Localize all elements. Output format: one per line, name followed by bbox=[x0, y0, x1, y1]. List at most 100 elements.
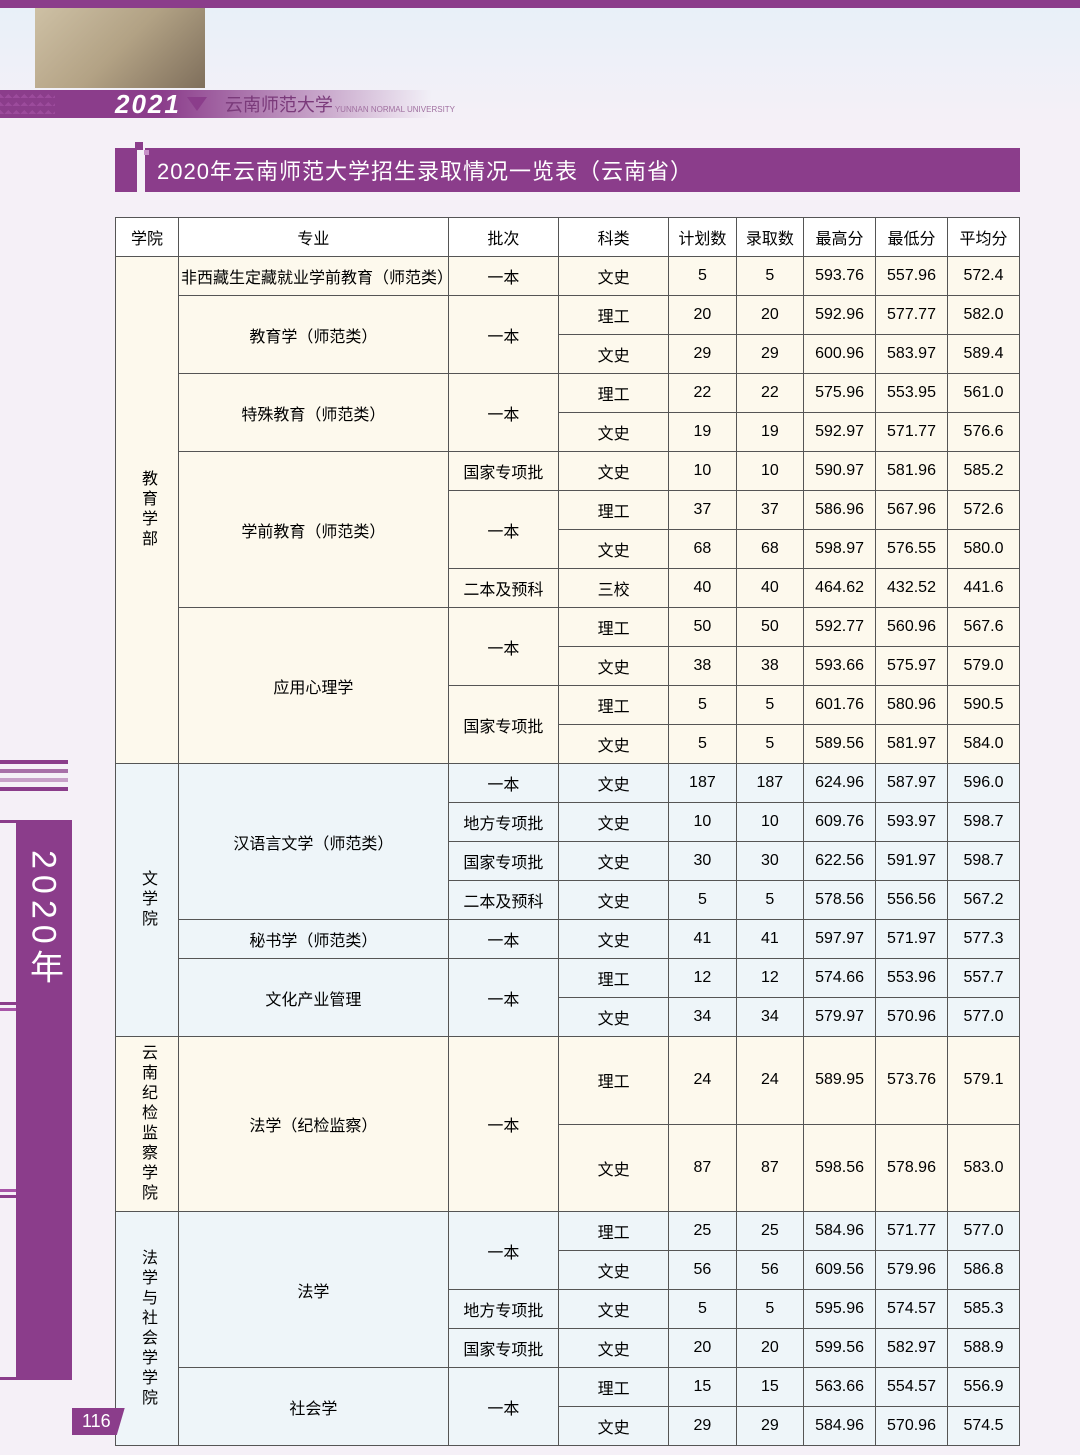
admission-table: 学院 专业 批次 科类 计划数 录取数 最高分 最低分 平均分 教育学部非西藏生… bbox=[115, 217, 1020, 1446]
cell-category: 文史 bbox=[558, 335, 668, 374]
cell-category: 文史 bbox=[558, 842, 668, 881]
cell-category: 理工 bbox=[558, 296, 668, 335]
cell-avg: 583.0 bbox=[947, 1124, 1019, 1212]
cell-min: 581.97 bbox=[876, 725, 948, 764]
cell-max: 563.66 bbox=[804, 1368, 876, 1407]
side-year-label: 2020年 bbox=[20, 850, 69, 990]
cell-avg: 589.4 bbox=[947, 335, 1019, 374]
cell-batch: 一本 bbox=[448, 959, 558, 1037]
cell-avg: 574.5 bbox=[947, 1407, 1019, 1446]
cell-major: 秘书学（师范类） bbox=[178, 920, 448, 959]
cell-college: 云南纪检监察学院 bbox=[116, 1037, 179, 1212]
cell-major: 法学（纪检监察） bbox=[178, 1037, 448, 1212]
cell-plan: 68 bbox=[669, 530, 736, 569]
cell-min: 570.96 bbox=[876, 1407, 948, 1446]
col-avg: 平均分 bbox=[947, 218, 1019, 257]
cell-category: 理工 bbox=[558, 1037, 668, 1125]
cell-category: 文史 bbox=[558, 1251, 668, 1290]
cell-admit: 20 bbox=[736, 1329, 803, 1368]
cell-avg: 577.0 bbox=[947, 998, 1019, 1037]
cell-college: 文学院 bbox=[116, 764, 179, 1037]
col-major: 专业 bbox=[178, 218, 448, 257]
cell-plan: 15 bbox=[669, 1368, 736, 1407]
cell-batch: 一本 bbox=[448, 608, 558, 686]
cell-major: 非西藏生定藏就业学前教育（师范类） bbox=[178, 257, 448, 296]
cell-category: 理工 bbox=[558, 1368, 668, 1407]
cell-batch: 一本 bbox=[448, 374, 558, 452]
col-category: 科类 bbox=[558, 218, 668, 257]
cell-max: 609.56 bbox=[804, 1251, 876, 1290]
title-bar: 2020年云南师范大学招生录取情况一览表（云南省） bbox=[115, 148, 1020, 192]
cell-batch: 一本 bbox=[448, 920, 558, 959]
cell-min: 580.96 bbox=[876, 686, 948, 725]
cell-plan: 56 bbox=[669, 1251, 736, 1290]
cell-max: 597.97 bbox=[804, 920, 876, 959]
cell-max: 589.56 bbox=[804, 725, 876, 764]
cell-plan: 29 bbox=[669, 1407, 736, 1446]
cell-batch: 国家专项批 bbox=[448, 1329, 558, 1368]
cell-plan: 22 bbox=[669, 374, 736, 413]
pixel-deco bbox=[0, 90, 55, 118]
university-sub: YUNNAN NORMAL UNIVERSITY bbox=[335, 105, 455, 114]
cell-max: 598.97 bbox=[804, 530, 876, 569]
cell-max: 593.66 bbox=[804, 647, 876, 686]
cell-avg: 576.6 bbox=[947, 413, 1019, 452]
cell-plan: 50 bbox=[669, 608, 736, 647]
cell-max: 589.95 bbox=[804, 1037, 876, 1125]
cell-category: 理工 bbox=[558, 374, 668, 413]
cell-max: 593.76 bbox=[804, 257, 876, 296]
cell-max: 598.56 bbox=[804, 1124, 876, 1212]
cell-plan: 5 bbox=[669, 725, 736, 764]
cell-category: 理工 bbox=[558, 1212, 668, 1251]
side-panel: 2020年 bbox=[0, 820, 72, 1380]
content: 2020年云南师范大学招生录取情况一览表（云南省） 学院 专业 批次 科类 计划… bbox=[0, 123, 1080, 1446]
cell-college: 教育学部 bbox=[116, 257, 179, 764]
cell-batch: 一本 bbox=[448, 1037, 558, 1212]
cell-avg: 556.9 bbox=[947, 1368, 1019, 1407]
title-deco bbox=[115, 148, 137, 192]
cell-admit: 56 bbox=[736, 1251, 803, 1290]
cell-category: 理工 bbox=[558, 959, 668, 998]
cell-category: 文史 bbox=[558, 1329, 668, 1368]
cell-min: 587.97 bbox=[876, 764, 948, 803]
cell-avg: 567.2 bbox=[947, 881, 1019, 920]
cell-plan: 10 bbox=[669, 803, 736, 842]
cell-category: 文史 bbox=[558, 881, 668, 920]
cell-max: 624.96 bbox=[804, 764, 876, 803]
cell-min: 567.96 bbox=[876, 491, 948, 530]
cell-batch: 一本 bbox=[448, 1212, 558, 1290]
table-row: 学前教育（师范类）国家专项批文史1010590.97581.96585.2 bbox=[116, 452, 1020, 491]
university-name: 云南师范大学 bbox=[225, 91, 333, 117]
cell-batch: 国家专项批 bbox=[448, 842, 558, 881]
cell-admit: 10 bbox=[736, 803, 803, 842]
col-admit: 录取数 bbox=[736, 218, 803, 257]
cell-max: 575.96 bbox=[804, 374, 876, 413]
cell-plan: 5 bbox=[669, 1290, 736, 1329]
cell-min: 593.97 bbox=[876, 803, 948, 842]
cell-min: 560.96 bbox=[876, 608, 948, 647]
cell-admit: 15 bbox=[736, 1368, 803, 1407]
cell-min: 573.76 bbox=[876, 1037, 948, 1125]
cell-max: 592.96 bbox=[804, 296, 876, 335]
col-plan: 计划数 bbox=[669, 218, 736, 257]
cell-plan: 20 bbox=[669, 296, 736, 335]
cell-category: 文史 bbox=[558, 452, 668, 491]
cell-category: 文史 bbox=[558, 725, 668, 764]
cell-admit: 10 bbox=[736, 452, 803, 491]
cell-plan: 41 bbox=[669, 920, 736, 959]
cell-admit: 41 bbox=[736, 920, 803, 959]
cell-min: 577.77 bbox=[876, 296, 948, 335]
cell-category: 文史 bbox=[558, 1290, 668, 1329]
table-row: 教育学部非西藏生定藏就业学前教育（师范类）一本文史55593.76557.965… bbox=[116, 257, 1020, 296]
cell-college: 法学与社会学学院 bbox=[116, 1212, 179, 1446]
cell-admit: 40 bbox=[736, 569, 803, 608]
cell-plan: 29 bbox=[669, 335, 736, 374]
cell-avg: 577.0 bbox=[947, 1212, 1019, 1251]
table-row: 秘书学（师范类）一本文史4141597.97571.97577.3 bbox=[116, 920, 1020, 959]
cell-min: 591.97 bbox=[876, 842, 948, 881]
cell-admit: 19 bbox=[736, 413, 803, 452]
cell-max: 595.96 bbox=[804, 1290, 876, 1329]
cell-category: 三校 bbox=[558, 569, 668, 608]
cell-plan: 24 bbox=[669, 1037, 736, 1125]
cell-avg: 579.1 bbox=[947, 1037, 1019, 1125]
